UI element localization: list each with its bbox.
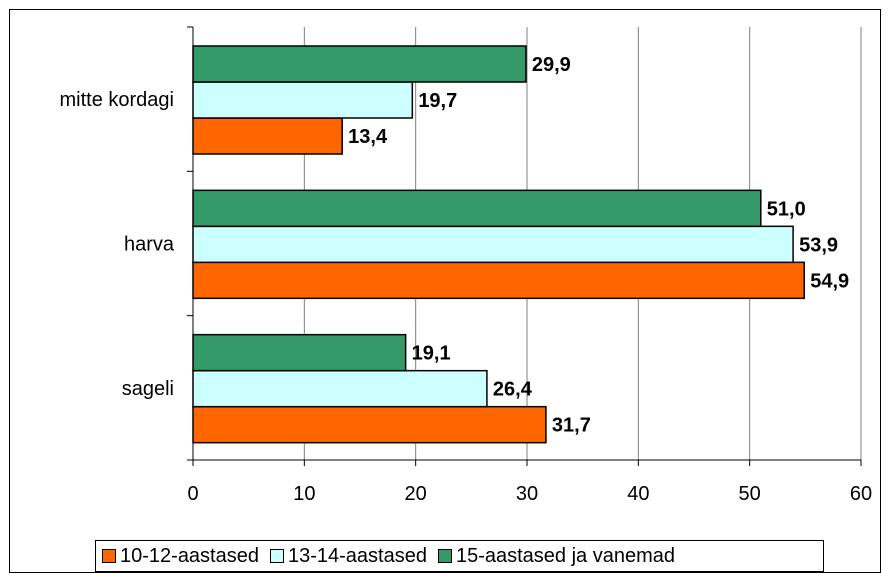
legend-label-10-12: 10-12-aastased [120, 544, 259, 567]
x-tick-label: 30 [516, 483, 538, 505]
bar-sageli-series-3 [192, 333, 407, 372]
data-label: 26,4 [493, 379, 533, 401]
category-label: mitte kordagi [60, 89, 175, 111]
legend-item-15-plus: 15-aastased ja vanemad [437, 544, 676, 568]
bar-mitte-kordagi-series-3 [192, 45, 527, 83]
legend-swatch-15-plus [437, 549, 452, 563]
bar-mitte-kordagi-series-2 [192, 81, 414, 119]
x-tick-label: 20 [405, 483, 427, 505]
data-label: 31,7 [552, 415, 591, 437]
legend-swatch-13-14 [269, 549, 284, 563]
x-tick-label: 40 [627, 483, 649, 505]
legend-label-15-plus: 15-aastased ja vanemad [455, 544, 676, 567]
category-label: sageli [122, 378, 174, 400]
data-label: 51,0 [767, 198, 806, 220]
x-tick-label: 10 [293, 483, 315, 505]
bar-sageli-series-1 [192, 405, 547, 444]
data-label: 19,1 [412, 343, 451, 365]
x-tick-label: 0 [187, 483, 198, 505]
x-tick-label: 60 [850, 483, 872, 505]
bar-harva-series-1 [192, 261, 805, 300]
data-label: 54,9 [810, 270, 849, 292]
data-label: 13,4 [348, 126, 388, 148]
bar-harva-series-3 [192, 189, 762, 228]
x-tick-label: 50 [739, 483, 761, 505]
category-label: harva [124, 234, 175, 256]
bar-harva-series-2 [192, 225, 794, 264]
legend-label-13-14: 13-14-aastased [287, 544, 427, 567]
data-label: 29,9 [532, 54, 571, 76]
legend-item-13-14: 13-14-aastased [269, 544, 427, 568]
bar-mitte-kordagi-series-1 [192, 117, 343, 155]
legend-item-10-12: 10-12-aastased [102, 545, 259, 568]
data-label: 19,7 [418, 90, 457, 112]
legend-swatch-10-12 [102, 549, 116, 563]
data-label: 53,9 [799, 234, 838, 256]
bar-sageli-series-2 [192, 369, 488, 408]
chart-legend: 10-12-aastased 13-14-aastased 15-aastase… [95, 540, 824, 572]
